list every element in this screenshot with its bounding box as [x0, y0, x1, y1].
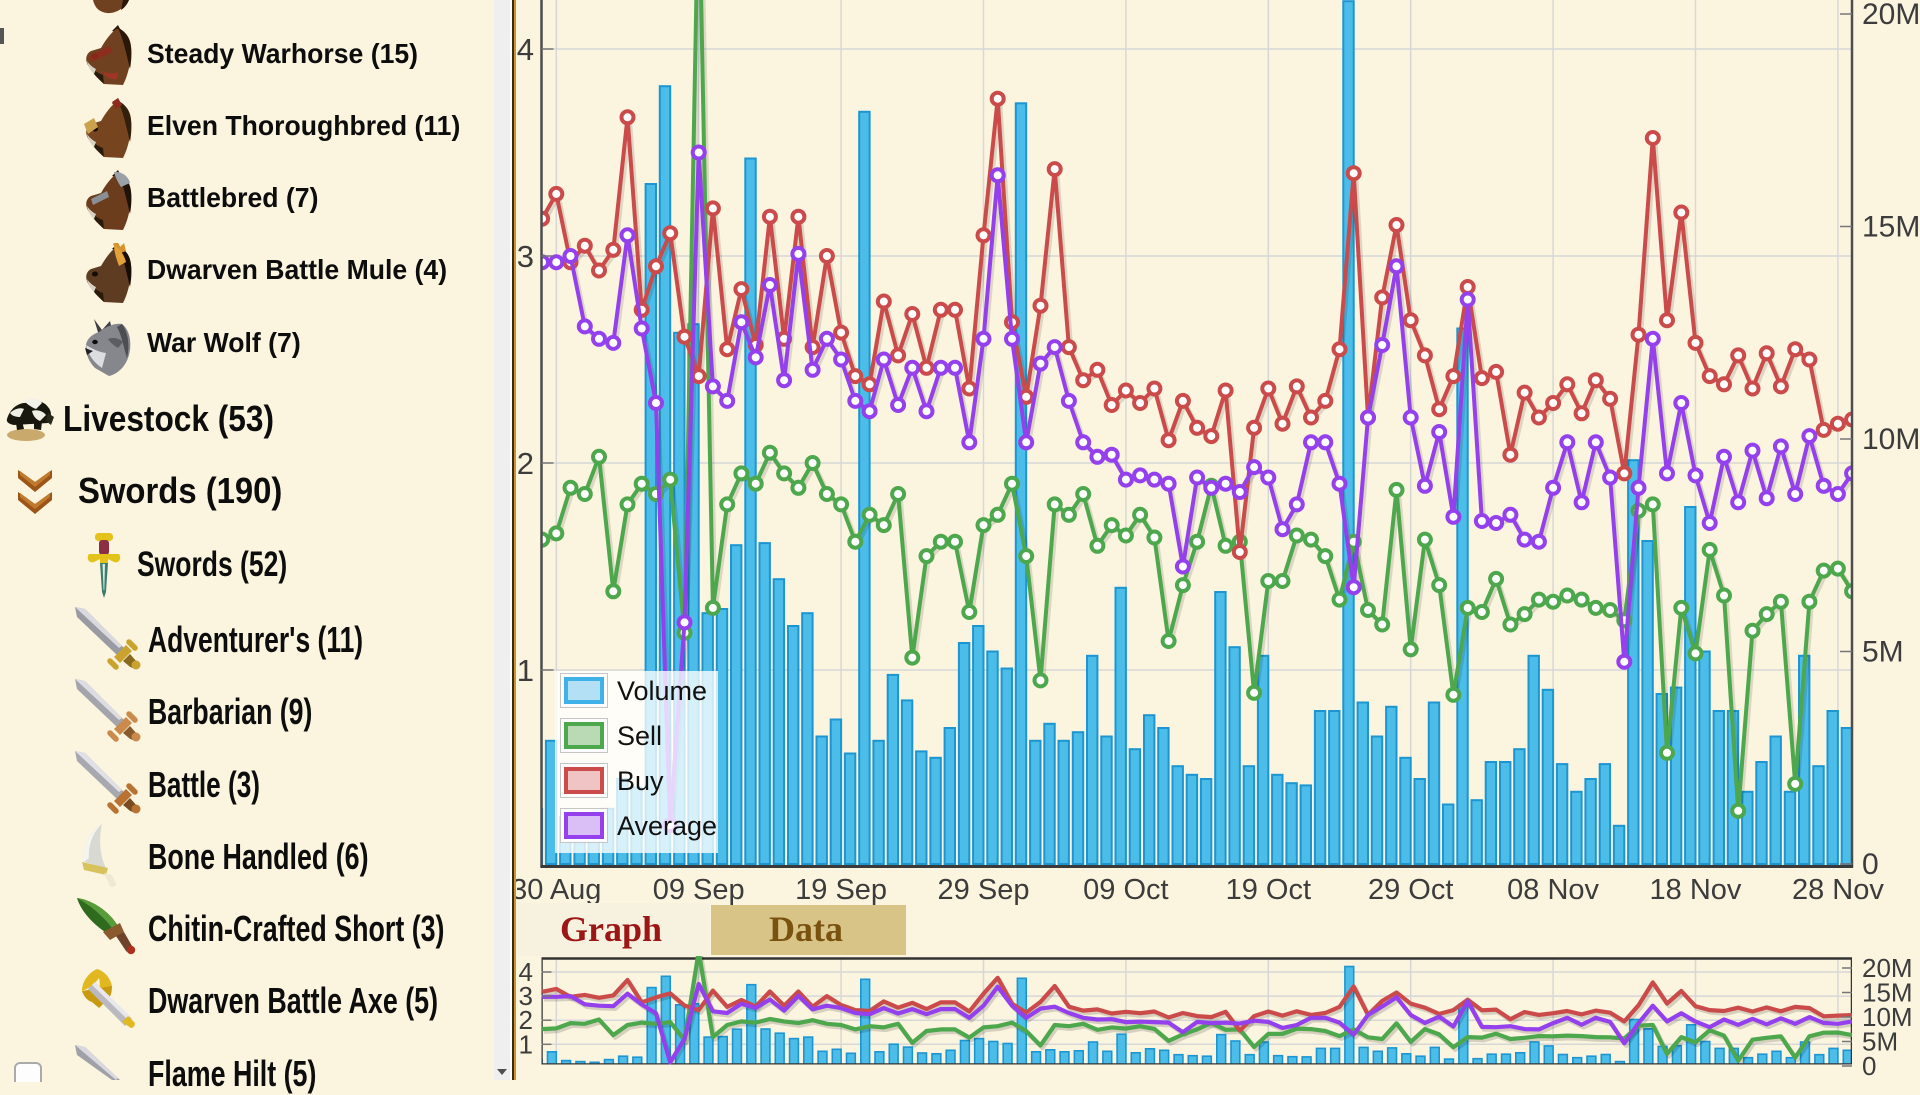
svg-text:28 Nov: 28 Nov [1792, 874, 1884, 906]
svg-text:15M: 15M [1862, 978, 1913, 1008]
svg-text:1: 1 [517, 653, 534, 688]
svg-text:10M: 10M [1862, 1002, 1913, 1032]
svg-text:2: 2 [519, 1005, 533, 1035]
svg-text:10M: 10M [1862, 423, 1920, 456]
svg-text:29 Sep: 29 Sep [938, 874, 1030, 906]
svg-text:09 Oct: 09 Oct [1083, 874, 1168, 906]
svg-text:3: 3 [517, 239, 534, 274]
svg-text:29 Oct: 29 Oct [1368, 874, 1453, 906]
svg-text:15M: 15M [1862, 211, 1920, 244]
svg-text:08 Nov: 08 Nov [1507, 874, 1599, 906]
svg-text:1: 1 [519, 1029, 533, 1059]
svg-text:18 Nov: 18 Nov [1650, 874, 1742, 906]
svg-text:4: 4 [517, 32, 534, 67]
svg-text:30 Aug: 30 Aug [511, 874, 601, 906]
svg-text:5M: 5M [1862, 1027, 1898, 1057]
svg-text:19 Sep: 19 Sep [795, 874, 887, 906]
svg-text:19 Oct: 19 Oct [1226, 874, 1311, 906]
svg-text:20M: 20M [1862, 953, 1913, 983]
svg-text:5M: 5M [1862, 636, 1904, 669]
svg-text:2: 2 [517, 446, 534, 481]
svg-text:3: 3 [519, 981, 533, 1011]
svg-text:09 Sep: 09 Sep [653, 874, 745, 906]
svg-text:0: 0 [1862, 848, 1879, 881]
svg-text:20M: 20M [1862, 0, 1920, 31]
svg-text:4: 4 [519, 957, 533, 987]
svg-text:0: 0 [1862, 1051, 1876, 1080]
